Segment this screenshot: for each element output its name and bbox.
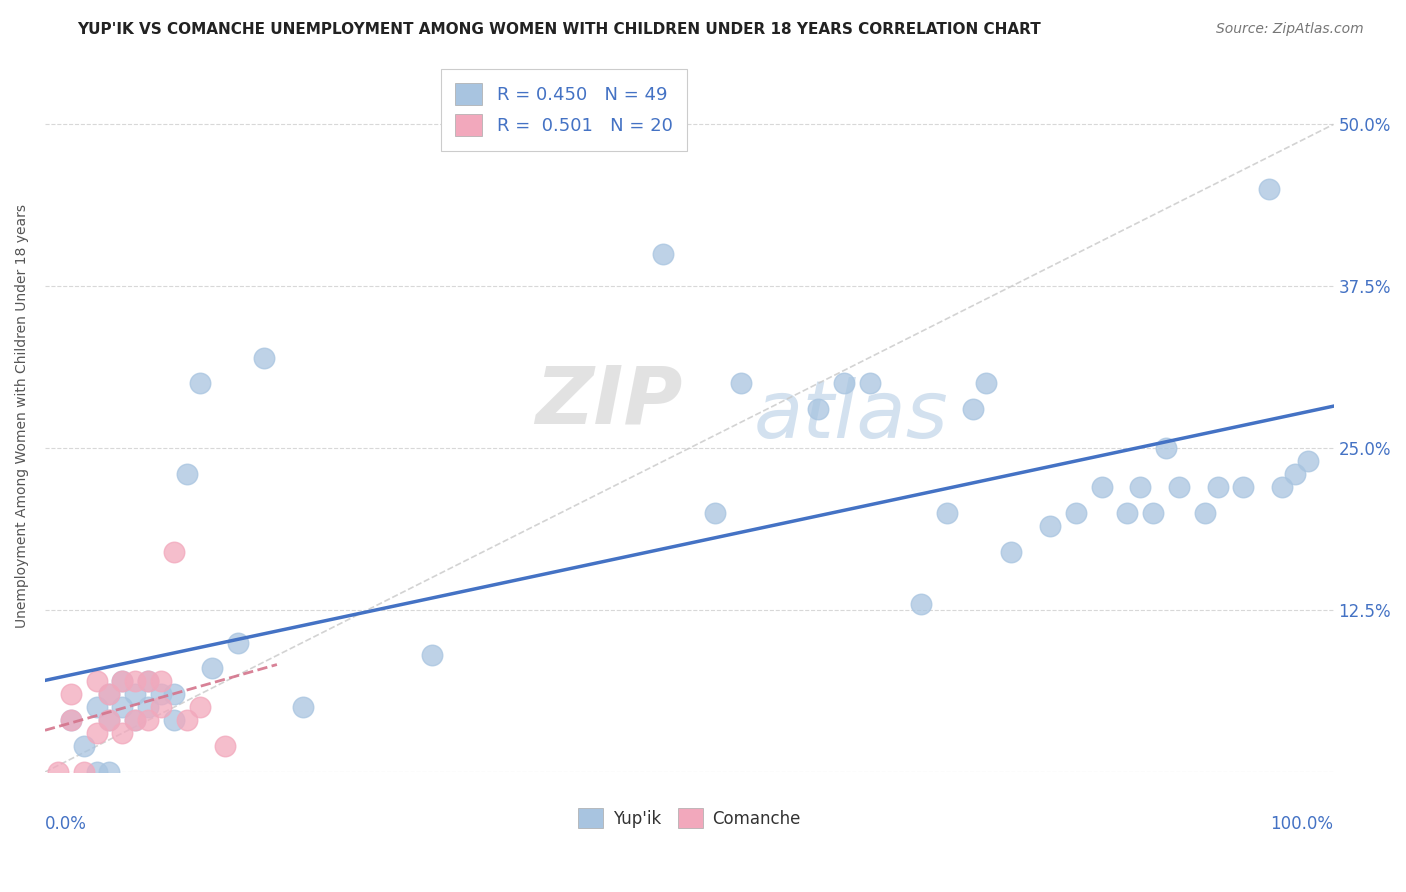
Point (124, 713, 146, 727)
Point (86, 700, 108, 714)
Point (1142, 506, 1164, 520)
Point (201, 661, 224, 675)
Legend: Yup'ik, Comanche: Yup'ik, Comanche (571, 801, 807, 835)
Point (420, 648, 443, 663)
Point (72, 739, 94, 753)
Point (124, 713, 146, 727)
Point (59, 713, 82, 727)
Point (98, 765, 121, 780)
Point (1194, 506, 1216, 520)
Point (1039, 519, 1062, 533)
Point (214, 739, 236, 753)
Point (730, 376, 752, 391)
Point (291, 700, 314, 714)
Point (136, 674, 159, 689)
Point (1258, 182, 1281, 196)
Point (98, 713, 121, 727)
Point (72, 765, 94, 780)
Point (1116, 506, 1139, 520)
Point (111, 700, 134, 714)
Point (176, 467, 198, 482)
Point (859, 376, 882, 391)
Text: 0.0%: 0.0% (45, 814, 87, 833)
Point (98, 687, 121, 701)
Point (98, 713, 121, 727)
Point (1129, 480, 1152, 494)
Text: ZIP: ZIP (534, 362, 682, 441)
Point (962, 402, 984, 417)
Point (1296, 454, 1319, 468)
Y-axis label: Unemployment Among Women with Children Under 18 years: Unemployment Among Women with Children U… (15, 204, 30, 628)
Point (98, 687, 121, 701)
Point (86, 765, 108, 780)
Point (163, 545, 186, 559)
Point (124, 687, 146, 701)
Point (1000, 545, 1022, 559)
Point (253, 351, 276, 365)
Point (149, 674, 172, 689)
Point (652, 247, 675, 261)
Point (910, 597, 932, 611)
Point (136, 674, 159, 689)
Point (59, 713, 82, 727)
Point (149, 700, 172, 714)
Point (136, 700, 159, 714)
Point (1284, 467, 1306, 482)
Point (86, 674, 108, 689)
Point (176, 713, 198, 727)
Point (1271, 480, 1294, 494)
Point (974, 376, 997, 391)
Point (226, 635, 249, 649)
Point (59, 687, 82, 701)
Point (832, 376, 855, 391)
Point (704, 506, 727, 520)
Point (807, 402, 830, 417)
Point (1064, 506, 1087, 520)
Point (1232, 480, 1254, 494)
Point (1154, 441, 1177, 455)
Point (111, 726, 134, 740)
Point (149, 687, 172, 701)
Point (111, 674, 134, 689)
Point (1206, 480, 1229, 494)
Point (188, 700, 211, 714)
Text: 100.0%: 100.0% (1271, 814, 1333, 833)
Point (188, 376, 211, 391)
Point (111, 674, 134, 689)
Text: YUP'IK VS COMANCHE UNEMPLOYMENT AMONG WOMEN WITH CHILDREN UNDER 18 YEARS CORRELA: YUP'IK VS COMANCHE UNEMPLOYMENT AMONG WO… (77, 22, 1040, 37)
Point (136, 713, 159, 727)
Text: Source: ZipAtlas.com: Source: ZipAtlas.com (1216, 22, 1364, 37)
Point (163, 687, 186, 701)
Point (124, 674, 146, 689)
Point (936, 506, 959, 520)
Point (1090, 480, 1112, 494)
Point (163, 713, 186, 727)
Point (86, 726, 108, 740)
Text: atlas: atlas (754, 376, 949, 455)
Point (46, 765, 69, 780)
Point (1167, 480, 1189, 494)
